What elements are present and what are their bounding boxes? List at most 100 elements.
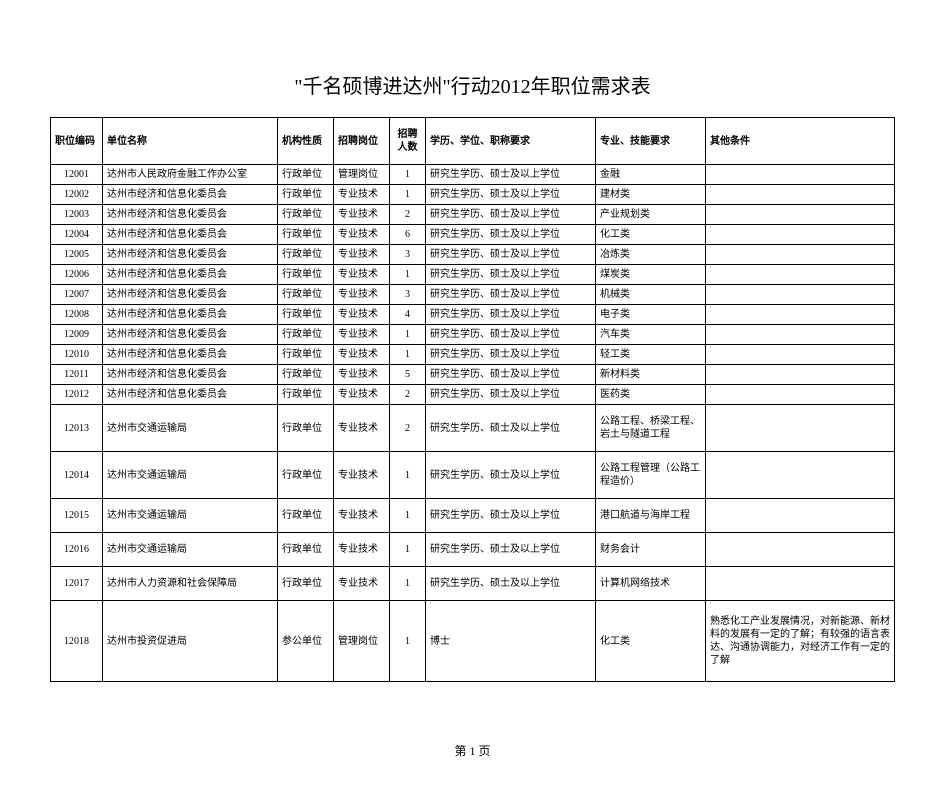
cell-unit: 达州市人力资源和社会保障局 <box>103 567 278 601</box>
cell-post: 管理岗位 <box>334 165 390 185</box>
document-page: "千名硕博进达州"行动2012年职位需求表 职位编码 单位名称 机构性质 招聘岗… <box>0 0 945 789</box>
cell-other <box>706 245 895 265</box>
cell-code: 12002 <box>51 185 103 205</box>
cell-post: 专业技术 <box>334 325 390 345</box>
cell-major: 医药类 <box>596 385 706 405</box>
cell-post: 专业技术 <box>334 385 390 405</box>
cell-code: 12013 <box>51 405 103 452</box>
cell-code: 12017 <box>51 567 103 601</box>
cell-other <box>706 385 895 405</box>
cell-post: 专业技术 <box>334 405 390 452</box>
header-major: 专业、技能要求 <box>596 118 706 165</box>
table-row: 12001达州市人民政府金融工作办公室行政单位管理岗位1研究生学历、硕士及以上学… <box>51 165 895 185</box>
table-row: 12011达州市经济和信息化委员会行政单位专业技术5研究生学历、硕士及以上学位新… <box>51 365 895 385</box>
cell-edu: 研究生学历、硕士及以上学位 <box>426 345 596 365</box>
table-row: 12007达州市经济和信息化委员会行政单位专业技术3研究生学历、硕士及以上学位机… <box>51 285 895 305</box>
cell-other <box>706 165 895 185</box>
cell-count: 2 <box>390 385 426 405</box>
cell-post: 管理岗位 <box>334 601 390 682</box>
cell-post: 专业技术 <box>334 365 390 385</box>
cell-edu: 研究生学历、硕士及以上学位 <box>426 405 596 452</box>
cell-unit: 达州市交通运输局 <box>103 452 278 499</box>
table-body: 12001达州市人民政府金融工作办公室行政单位管理岗位1研究生学历、硕士及以上学… <box>51 165 895 682</box>
cell-post: 专业技术 <box>334 245 390 265</box>
cell-count: 1 <box>390 533 426 567</box>
cell-code: 12010 <box>51 345 103 365</box>
cell-major: 公路工程、桥梁工程、岩土与隧道工程 <box>596 405 706 452</box>
cell-other <box>706 265 895 285</box>
cell-unit: 达州市经济和信息化委员会 <box>103 205 278 225</box>
header-count: 招聘人数 <box>390 118 426 165</box>
cell-code: 12006 <box>51 265 103 285</box>
cell-nature: 参公单位 <box>278 601 334 682</box>
cell-edu: 研究生学历、硕士及以上学位 <box>426 205 596 225</box>
cell-count: 1 <box>390 345 426 365</box>
cell-post: 专业技术 <box>334 225 390 245</box>
table-row: 12008达州市经济和信息化委员会行政单位专业技术4研究生学历、硕士及以上学位电… <box>51 305 895 325</box>
cell-code: 12009 <box>51 325 103 345</box>
cell-other <box>706 225 895 245</box>
cell-unit: 达州市经济和信息化委员会 <box>103 225 278 245</box>
cell-post: 专业技术 <box>334 305 390 325</box>
table-row: 12014达州市交通运输局行政单位专业技术1研究生学历、硕士及以上学位公路工程管… <box>51 452 895 499</box>
cell-code: 12014 <box>51 452 103 499</box>
cell-edu: 研究生学历、硕士及以上学位 <box>426 567 596 601</box>
table-row: 12010达州市经济和信息化委员会行政单位专业技术1研究生学历、硕士及以上学位轻… <box>51 345 895 365</box>
cell-edu: 研究生学历、硕士及以上学位 <box>426 385 596 405</box>
table-row: 12018达州市投资促进局参公单位管理岗位1博士化工类熟悉化工产业发展情况，对新… <box>51 601 895 682</box>
cell-post: 专业技术 <box>334 205 390 225</box>
cell-edu: 研究生学历、硕士及以上学位 <box>426 265 596 285</box>
cell-other <box>706 405 895 452</box>
cell-major: 财务会计 <box>596 533 706 567</box>
cell-other <box>706 305 895 325</box>
cell-unit: 达州市交通运输局 <box>103 499 278 533</box>
table-row: 12015达州市交通运输局行政单位专业技术1研究生学历、硕士及以上学位港口航道与… <box>51 499 895 533</box>
cell-nature: 行政单位 <box>278 499 334 533</box>
header-unit: 单位名称 <box>103 118 278 165</box>
cell-other <box>706 533 895 567</box>
cell-major: 产业规划类 <box>596 205 706 225</box>
cell-count: 3 <box>390 245 426 265</box>
cell-unit: 达州市经济和信息化委员会 <box>103 265 278 285</box>
cell-edu: 研究生学历、硕士及以上学位 <box>426 285 596 305</box>
cell-post: 专业技术 <box>334 452 390 499</box>
cell-unit: 达州市经济和信息化委员会 <box>103 185 278 205</box>
cell-major: 轻工类 <box>596 345 706 365</box>
cell-major: 机械类 <box>596 285 706 305</box>
cell-major: 电子类 <box>596 305 706 325</box>
cell-edu: 研究生学历、硕士及以上学位 <box>426 245 596 265</box>
cell-count: 1 <box>390 325 426 345</box>
table-row: 12002达州市经济和信息化委员会行政单位专业技术1研究生学历、硕士及以上学位建… <box>51 185 895 205</box>
cell-code: 12011 <box>51 365 103 385</box>
page-title: "千名硕博进达州"行动2012年职位需求表 <box>50 70 895 99</box>
table-row: 12017达州市人力资源和社会保障局行政单位专业技术1研究生学历、硕士及以上学位… <box>51 567 895 601</box>
cell-edu: 博士 <box>426 601 596 682</box>
cell-post: 专业技术 <box>334 567 390 601</box>
cell-nature: 行政单位 <box>278 345 334 365</box>
cell-count: 1 <box>390 499 426 533</box>
cell-code: 12007 <box>51 285 103 305</box>
cell-count: 1 <box>390 265 426 285</box>
table-row: 12012达州市经济和信息化委员会行政单位专业技术2研究生学历、硕士及以上学位医… <box>51 385 895 405</box>
cell-post: 专业技术 <box>334 533 390 567</box>
cell-nature: 行政单位 <box>278 385 334 405</box>
cell-code: 12005 <box>51 245 103 265</box>
cell-unit: 达州市投资促进局 <box>103 601 278 682</box>
cell-edu: 研究生学历、硕士及以上学位 <box>426 365 596 385</box>
header-edu: 学历、学位、职称要求 <box>426 118 596 165</box>
cell-count: 1 <box>390 567 426 601</box>
cell-nature: 行政单位 <box>278 325 334 345</box>
cell-post: 专业技术 <box>334 499 390 533</box>
cell-unit: 达州市经济和信息化委员会 <box>103 325 278 345</box>
cell-major: 金融 <box>596 165 706 185</box>
cell-nature: 行政单位 <box>278 452 334 499</box>
cell-post: 专业技术 <box>334 265 390 285</box>
cell-edu: 研究生学历、硕士及以上学位 <box>426 533 596 567</box>
cell-other <box>706 345 895 365</box>
cell-edu: 研究生学历、硕士及以上学位 <box>426 185 596 205</box>
cell-other <box>706 185 895 205</box>
table-row: 12005达州市经济和信息化委员会行政单位专业技术3研究生学历、硕士及以上学位冶… <box>51 245 895 265</box>
cell-nature: 行政单位 <box>278 165 334 185</box>
cell-unit: 达州市经济和信息化委员会 <box>103 305 278 325</box>
cell-post: 专业技术 <box>334 345 390 365</box>
